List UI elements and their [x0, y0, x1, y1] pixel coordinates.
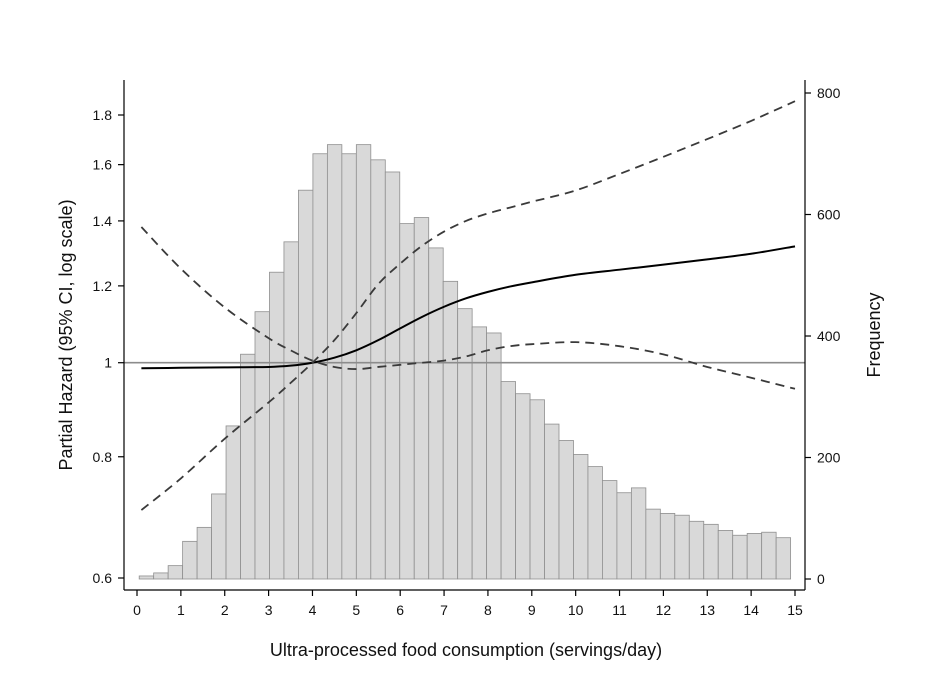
histogram-bar — [659, 512, 676, 580]
ci-dashed-line — [140, 100, 796, 511]
x-axis-title: Ultra-processed food consumption (servin… — [270, 640, 662, 660]
histogram-bar — [384, 171, 401, 580]
histogram-bar — [500, 381, 516, 580]
ci-dashed-line — [140, 226, 796, 390]
histogram-bar — [326, 144, 343, 580]
x-tick-label: 15 — [787, 602, 803, 618]
x-tick-label: 9 — [528, 602, 536, 618]
y-left-tick-label: 1.4 — [93, 213, 113, 229]
y-left-tick-label: 0.8 — [93, 449, 113, 465]
x-tick-label: 11 — [612, 602, 627, 618]
x-tick-label: 1 — [177, 602, 185, 618]
histogram-bar — [167, 565, 184, 580]
x-tick-label: 0 — [133, 602, 141, 618]
histogram-bar — [558, 440, 574, 580]
histogram-bar — [645, 508, 661, 580]
hazard-solid-line — [141, 245, 796, 370]
x-tick-label: 13 — [699, 602, 715, 618]
x-tick-label: 10 — [568, 602, 584, 618]
histogram-bar — [370, 159, 386, 580]
histogram-bar — [413, 217, 430, 580]
x-tick-label: 3 — [265, 602, 273, 618]
x-tick-label: 8 — [484, 602, 492, 618]
x-tick-label: 4 — [309, 602, 317, 618]
histogram-bar — [298, 189, 314, 580]
histogram-bar — [688, 520, 705, 580]
y-left-tick-label: 1.6 — [93, 157, 113, 173]
x-tick-label: 2 — [221, 602, 229, 618]
histogram-bar — [312, 153, 328, 580]
histogram-bar — [616, 492, 632, 580]
histogram-bar — [573, 454, 589, 580]
histogram-bar — [269, 271, 285, 580]
y-right-tick-label: 600 — [817, 207, 841, 223]
histogram-bar — [775, 537, 792, 580]
y-left-tick-label: 1.2 — [93, 278, 113, 294]
y-left-tick-label: 1 — [104, 355, 112, 371]
y-left-axis-title: Partial Hazard (95% CI, log scale) — [56, 199, 76, 470]
histogram-bar — [442, 280, 459, 580]
y-right-tick-label: 800 — [817, 85, 841, 101]
histogram-bar — [428, 247, 444, 580]
histogram-bar — [587, 466, 603, 580]
histogram-bar — [674, 514, 690, 580]
histogram-bar — [355, 144, 372, 580]
y-right-tick-label: 200 — [817, 450, 841, 466]
histogram-bar — [283, 241, 299, 580]
x-tick-label: 7 — [440, 602, 448, 618]
x-tick-label: 12 — [656, 602, 672, 618]
histogram-bar — [529, 399, 545, 580]
histogram-bar — [486, 332, 502, 580]
histogram-bar — [703, 523, 719, 580]
histogram-bar — [225, 425, 241, 580]
histogram-bar — [630, 487, 647, 580]
histogram-bar — [761, 531, 777, 580]
histogram-bar — [732, 534, 748, 580]
histogram-bar — [515, 393, 531, 580]
y-right-tick-label: 0 — [817, 571, 825, 587]
y-left-tick-label: 1.8 — [93, 107, 113, 123]
histogram-bar — [544, 423, 560, 580]
histogram-bar — [341, 153, 357, 580]
tick-marks: 0 1 2 3 4 5 6 7 8 9 10 11 12 13 14 150.60.811.21.41.61.… — [93, 85, 841, 618]
histogram-bar — [602, 480, 618, 580]
histogram-bar — [399, 223, 415, 580]
histogram-bar — [196, 526, 212, 580]
hazard-curves — [140, 100, 796, 511]
x-tick-label: 6 — [396, 602, 404, 618]
histogram-bar — [457, 308, 473, 580]
histogram-bar — [471, 326, 488, 580]
x-tick-label: 14 — [743, 602, 759, 618]
histogram-bar — [240, 353, 256, 580]
histogram-bar — [182, 540, 198, 580]
histogram-bar — [153, 572, 169, 580]
y-left-tick-label: 0.6 — [93, 570, 113, 586]
histogram-bar — [717, 530, 734, 580]
x-tick-label: 5 — [352, 602, 360, 618]
histogram-bar — [138, 575, 155, 580]
y-right-tick-label: 400 — [817, 328, 841, 344]
histogram-bars — [138, 144, 792, 580]
histogram-bar — [254, 311, 270, 580]
y-right-axis-title: Frequency — [864, 292, 884, 377]
histogram-bar — [746, 533, 763, 580]
histogram-bar — [211, 493, 227, 580]
